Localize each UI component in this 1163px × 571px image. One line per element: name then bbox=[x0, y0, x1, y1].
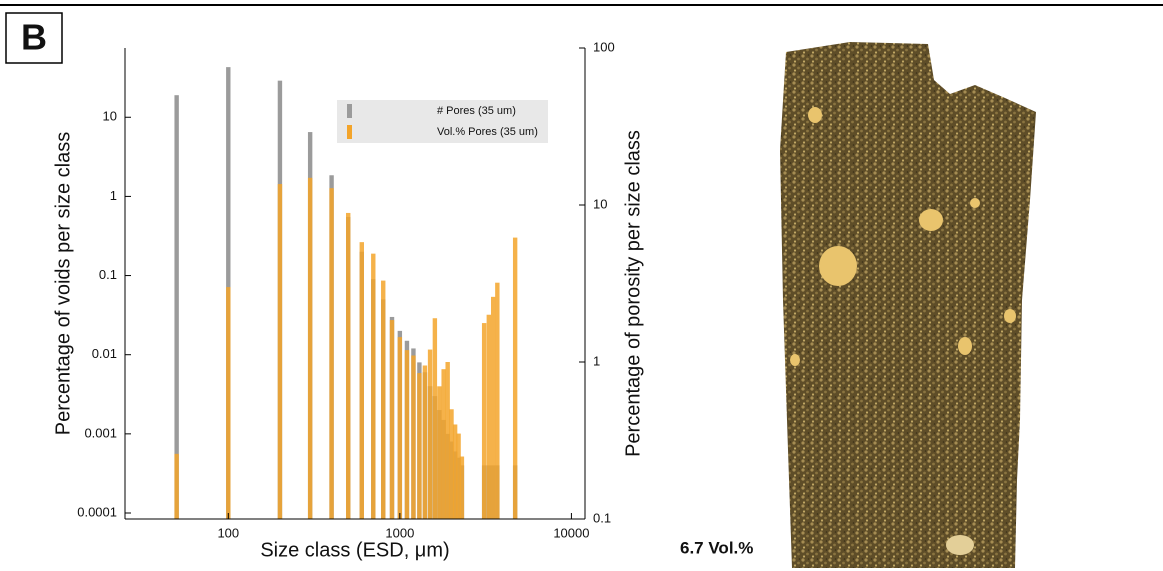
legend-swatch bbox=[347, 104, 352, 118]
bar bbox=[307, 177, 313, 519]
bar bbox=[277, 184, 283, 519]
legend-label: Vol.% Pores (35 um) bbox=[437, 126, 538, 138]
bar bbox=[481, 323, 487, 519]
bar bbox=[495, 282, 500, 519]
bar bbox=[174, 95, 179, 519]
pore bbox=[970, 198, 980, 208]
x-tick-label: 10000 bbox=[553, 525, 589, 540]
bar bbox=[437, 386, 442, 519]
x-tick-label: 100 bbox=[217, 525, 239, 540]
panel-label: B bbox=[21, 17, 47, 58]
y-tick-label: 0.0001 bbox=[77, 504, 117, 519]
legend-box bbox=[337, 100, 548, 143]
bar bbox=[512, 237, 518, 520]
legend: # Pores (35 um) Vol.% Pores (35 um) bbox=[337, 100, 548, 143]
pore bbox=[819, 246, 857, 286]
bar bbox=[359, 242, 364, 520]
bar bbox=[456, 433, 461, 519]
y-tick-label: 0.1 bbox=[99, 267, 117, 282]
annotation: 6.7 Vol.% bbox=[680, 538, 753, 557]
bar bbox=[427, 349, 433, 519]
bar bbox=[174, 453, 179, 519]
y-tick-label: 0.001 bbox=[84, 425, 117, 440]
bar bbox=[417, 373, 422, 519]
pore bbox=[958, 337, 972, 355]
legend-label: # Pores (35 um) bbox=[437, 105, 516, 117]
y-tick-label: 10 bbox=[103, 109, 117, 124]
pore bbox=[946, 535, 974, 555]
bar bbox=[397, 337, 403, 519]
bar bbox=[490, 296, 496, 519]
bar bbox=[449, 409, 454, 519]
bar bbox=[422, 365, 428, 519]
bar bbox=[486, 314, 492, 519]
y2-tick-label: 100 bbox=[593, 39, 615, 54]
panel-box bbox=[5, 12, 63, 64]
render bbox=[780, 42, 1036, 568]
x-tick-label: 1000 bbox=[385, 525, 414, 540]
y2-tick-label: 10 bbox=[593, 196, 607, 211]
y-tick-label: 1 bbox=[110, 188, 117, 203]
bar bbox=[445, 362, 450, 519]
bar bbox=[346, 212, 351, 519]
bar bbox=[441, 369, 446, 519]
sample-volume bbox=[780, 42, 1036, 568]
bar bbox=[226, 287, 231, 519]
bar bbox=[452, 424, 458, 519]
bar bbox=[371, 253, 376, 519]
y-axis-label: Percentage of voids per size class bbox=[52, 132, 74, 436]
bar bbox=[459, 456, 465, 519]
y2-tick-label: 0.1 bbox=[593, 510, 611, 525]
pore bbox=[790, 354, 800, 366]
bar bbox=[432, 318, 438, 519]
bar bbox=[411, 355, 416, 519]
bar bbox=[329, 188, 334, 519]
y-tick-label: 0.01 bbox=[92, 346, 117, 361]
x-axis-label: Size class (ESD, μm) bbox=[260, 539, 449, 561]
bar bbox=[381, 280, 386, 519]
legend-swatch bbox=[347, 125, 352, 139]
bar bbox=[389, 320, 395, 519]
y2-axis-label: Percentage of porosity per size class bbox=[622, 130, 644, 457]
y2-tick-label: 1 bbox=[593, 353, 600, 368]
pore bbox=[808, 107, 822, 123]
pore bbox=[919, 209, 943, 231]
bar bbox=[404, 350, 410, 519]
pore bbox=[1004, 309, 1016, 323]
